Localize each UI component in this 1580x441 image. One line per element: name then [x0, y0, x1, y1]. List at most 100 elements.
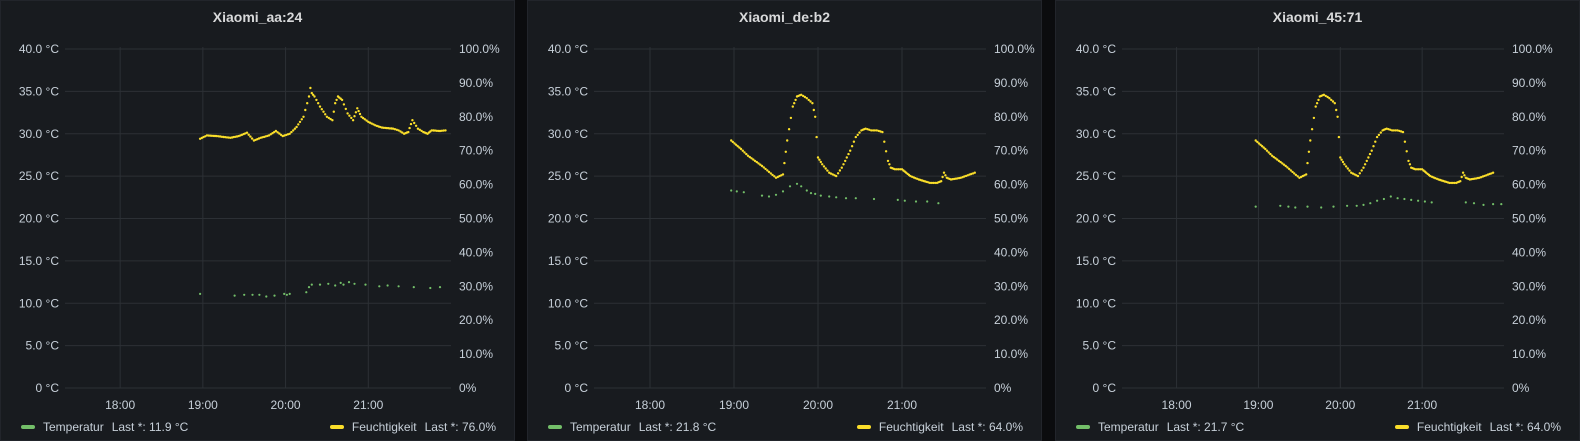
y-right-tick-label: 40.0%	[994, 245, 1028, 259]
data-point	[745, 153, 747, 155]
data-point	[324, 113, 326, 115]
legend-swatch-feuchtigkeit	[857, 425, 871, 429]
data-point	[786, 139, 788, 141]
data-point	[295, 126, 297, 128]
legend-item-feuchtigkeit[interactable]: FeuchtigkeitLast *: 76.0%	[330, 417, 496, 437]
data-point	[821, 163, 823, 165]
y-right-tick-label: 10.0%	[994, 347, 1028, 361]
data-point	[885, 150, 887, 152]
data-point	[849, 150, 851, 152]
legend-swatch-temperatur	[548, 425, 562, 429]
y-right-tick-label: 20.0%	[1512, 313, 1546, 327]
y-right-tick-label: 30.0%	[994, 279, 1028, 293]
y-left-tick-label: 40.0 °C	[548, 42, 588, 56]
data-point	[1459, 180, 1461, 182]
data-point	[858, 131, 860, 133]
data-point	[364, 284, 366, 286]
data-point	[1390, 195, 1392, 197]
legend-item-feuchtigkeit[interactable]: FeuchtigkeitLast *: 64.0%	[857, 417, 1023, 437]
data-point	[294, 128, 296, 130]
data-point	[341, 99, 343, 101]
data-point	[782, 173, 784, 175]
y-right-tick-label: 70.0%	[994, 144, 1028, 158]
data-point	[809, 100, 811, 102]
legend-item-temperatur[interactable]: TemperaturLast *: 11.9 °C	[21, 417, 188, 437]
y-right-tick-label: 0%	[994, 381, 1012, 395]
data-point	[1367, 156, 1369, 158]
data-point	[743, 191, 745, 193]
data-point	[742, 150, 744, 152]
y-left-tick-label: 0 °C	[565, 381, 589, 395]
data-point	[248, 134, 250, 136]
y-left-tick-label: 0 °C	[1093, 381, 1117, 395]
y-right-tick-label: 50.0%	[994, 212, 1028, 226]
data-point	[308, 286, 310, 288]
data-point	[825, 167, 827, 169]
data-point	[1346, 205, 1348, 207]
y-right-tick-label: 50.0%	[1512, 212, 1546, 226]
legend-item-temperatur[interactable]: TemperaturLast *: 21.8 °C	[548, 417, 716, 437]
data-point	[331, 119, 333, 121]
data-point	[814, 193, 816, 195]
data-point	[335, 99, 337, 101]
x-tick-label: 19:00	[188, 398, 218, 412]
legend-swatch-feuchtigkeit	[330, 425, 344, 429]
data-point	[814, 116, 816, 118]
y-left-tick-label: 25.0 °C	[19, 169, 59, 183]
data-point	[1305, 173, 1307, 175]
data-point	[302, 116, 304, 118]
data-point	[297, 123, 299, 125]
y-left-tick-label: 35.0 °C	[19, 84, 59, 98]
data-point	[348, 115, 350, 117]
data-point	[1492, 172, 1494, 174]
legend-swatch-feuchtigkeit	[1395, 425, 1409, 429]
y-right-tick-label: 20.0%	[994, 313, 1028, 327]
y-left-tick-label: 30.0 °C	[19, 127, 59, 141]
legend-last-value: Last *: 21.7 °C	[1167, 420, 1245, 434]
y-right-tick-label: 70.0%	[459, 144, 493, 158]
data-point	[1403, 198, 1405, 200]
data-point	[813, 109, 815, 111]
y-right-tick-label: 10.0%	[459, 347, 493, 361]
x-tick-label: 20:00	[1325, 398, 1355, 412]
legend-name: Feuchtigkeit	[1417, 420, 1482, 434]
data-point	[740, 148, 742, 150]
y-left-tick-label: 15.0 °C	[548, 254, 588, 268]
data-point	[761, 195, 763, 197]
y-right-tick-label: 80.0%	[1512, 110, 1546, 124]
data-point	[826, 169, 828, 171]
y-right-tick-label: 100.0%	[1512, 42, 1553, 56]
data-point	[806, 97, 808, 99]
data-point	[1369, 202, 1371, 204]
y-right-tick-label: 100.0%	[459, 42, 500, 56]
data-point	[429, 287, 431, 289]
y-right-tick-label: 80.0%	[994, 110, 1028, 124]
data-point	[835, 175, 837, 177]
data-point	[1461, 176, 1463, 178]
data-point	[855, 136, 857, 138]
legend-name: Feuchtigkeit	[879, 420, 944, 434]
data-point	[387, 284, 389, 286]
data-point	[199, 293, 201, 295]
y-right-tick-label: 30.0%	[1512, 279, 1546, 293]
data-point	[1348, 169, 1350, 171]
legend: TemperaturLast *: 11.9 °C FeuchtigkeitLa…	[1, 417, 514, 437]
data-point	[974, 172, 976, 174]
legend-item-feuchtigkeit[interactable]: FeuchtigkeitLast *: 64.0%	[1395, 417, 1561, 437]
data-point	[334, 284, 336, 286]
data-point	[926, 200, 928, 202]
data-point	[853, 141, 855, 143]
legend-swatch-temperatur	[1076, 425, 1090, 429]
data-point	[768, 195, 770, 197]
legend-name: Feuchtigkeit	[352, 420, 417, 434]
data-point	[439, 286, 441, 288]
y-axis-left: 0 °C5.0 °C10.0 °C15.0 °C20.0 °C25.0 °C30…	[548, 42, 588, 395]
data-point	[941, 176, 943, 178]
legend-item-temperatur[interactable]: TemperaturLast *: 21.7 °C	[1076, 417, 1244, 437]
data-point	[775, 194, 777, 196]
y-left-tick-label: 0 °C	[36, 381, 60, 395]
y-right-tick-label: 50.0%	[459, 212, 493, 226]
data-point	[1463, 174, 1465, 176]
x-tick-label: 21:00	[353, 398, 383, 412]
